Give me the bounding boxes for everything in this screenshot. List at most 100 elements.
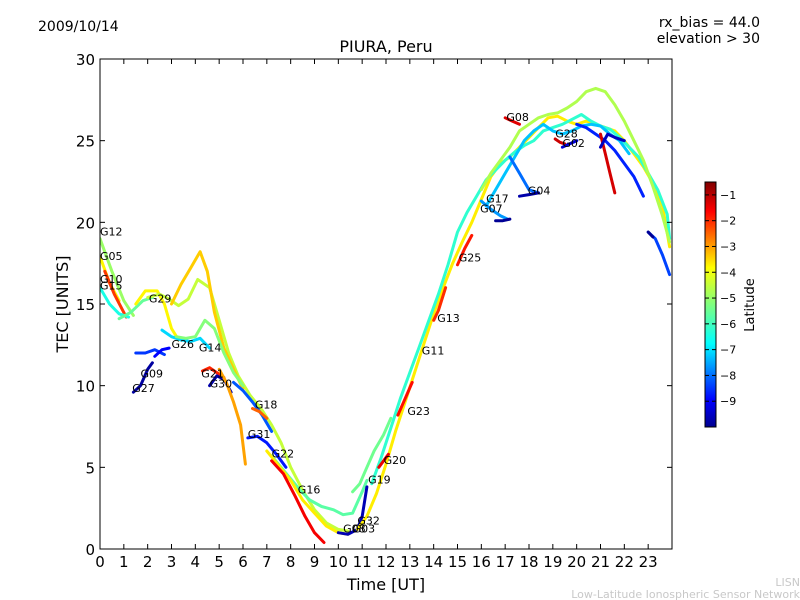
x-tick-label: 23 xyxy=(639,553,658,571)
colorbar-tick-label: −4 xyxy=(720,266,736,279)
satellite-label: G05 xyxy=(100,250,123,263)
tec-track-7 xyxy=(170,250,245,391)
satellite-label: G15 xyxy=(100,279,123,292)
tec-track-17 xyxy=(251,407,269,420)
satellite-label: G31 xyxy=(248,428,271,441)
tec-track-23 xyxy=(351,416,393,494)
tec-track-12 xyxy=(153,346,171,358)
satellite-label: G07 xyxy=(480,203,503,216)
y-tick-label: 25 xyxy=(76,133,95,151)
y-axis-ticks: 0 5 10 15 20 25 30 xyxy=(76,51,672,559)
credit-network: Low-Latitude Ionospheric Sensor Network xyxy=(571,588,800,600)
x-axis-label: Time [UT] xyxy=(346,575,425,594)
satellite-label: G26 xyxy=(172,338,195,351)
tec-track-18 xyxy=(246,434,288,469)
x-tick-label: 22 xyxy=(615,553,634,571)
x-tick-label: 14 xyxy=(424,553,443,571)
tec-track-43 xyxy=(456,233,474,267)
tec-track-29 xyxy=(518,191,540,198)
x-tick-label: 12 xyxy=(376,553,395,571)
x-tick-label: 4 xyxy=(191,553,201,571)
y-tick-label: 15 xyxy=(76,296,95,314)
satellite-label: G03 xyxy=(353,523,376,536)
satellite-label: G10 xyxy=(100,273,123,286)
chart-title: PIURA, Peru xyxy=(339,37,432,56)
x-tick-label: 11 xyxy=(353,553,372,571)
tec-track-31 xyxy=(494,217,512,223)
tec-track-2 xyxy=(100,237,135,317)
tec-track-28 xyxy=(508,155,540,195)
tec-track-8 xyxy=(160,328,212,350)
y-axis-label: TEC [UNITS] xyxy=(53,256,72,354)
y-tick-label: 10 xyxy=(76,378,95,396)
x-tick-label: 7 xyxy=(262,553,272,571)
x-tick-label: 6 xyxy=(238,553,248,571)
satellite-label: G12 xyxy=(100,225,123,238)
satellite-label: G14 xyxy=(199,341,222,354)
colorbar-tick-label: −8 xyxy=(720,369,736,382)
tec-track-34 xyxy=(560,139,579,149)
tec-series-layer xyxy=(100,86,672,544)
tec-track-25 xyxy=(370,113,672,486)
x-tick-label: 8 xyxy=(286,553,296,571)
x-tick-label: 5 xyxy=(214,553,224,571)
x-tick-label: 15 xyxy=(448,553,467,571)
tec-track-30 xyxy=(479,199,510,221)
satellite-label: G11 xyxy=(422,345,445,358)
x-tick-label: 18 xyxy=(519,553,538,571)
satellite-label: G23 xyxy=(407,405,430,418)
colorbar-ticks: −1 −2 −3 −4 −5 −6 −7 −8 −9 xyxy=(705,189,736,408)
x-tick-label: 20 xyxy=(567,553,586,571)
satellite-label: G30 xyxy=(210,377,233,390)
y-tick-label: 5 xyxy=(85,459,95,477)
satellite-label: G17 xyxy=(486,193,509,206)
tec-track-32 xyxy=(503,116,521,126)
tec-track-42 xyxy=(377,452,390,469)
satellite-label: G19 xyxy=(368,474,391,487)
satellite-label: G20 xyxy=(384,454,407,467)
tec-track-11 xyxy=(131,361,154,394)
colorbar-tick-label: −9 xyxy=(720,395,736,408)
tec-track-41 xyxy=(396,380,414,417)
x-tick-label: 9 xyxy=(310,553,320,571)
x-tick-label: 0 xyxy=(95,553,105,571)
rx-bias-label: rx_bias = 44.0 xyxy=(659,15,760,31)
tec-track-37 xyxy=(599,132,626,149)
x-tick-label: 19 xyxy=(543,553,562,571)
satellite-label: G29 xyxy=(149,292,172,305)
date-label: 2009/10/14 xyxy=(38,19,119,35)
colorbar xyxy=(704,181,717,428)
satellite-label: G08 xyxy=(343,523,366,536)
y-tick-label: 20 xyxy=(76,214,95,232)
satellite-label: G09 xyxy=(141,368,164,381)
x-tick-label: 13 xyxy=(400,553,419,571)
satellite-label: G22 xyxy=(272,448,295,461)
satellite-label: G32 xyxy=(357,515,380,528)
tec-track-26 xyxy=(479,86,672,244)
x-tick-label: 21 xyxy=(591,553,610,571)
tec-track-13 xyxy=(201,366,226,379)
tec-track-15 xyxy=(217,367,247,466)
colorbar-tick-label: −2 xyxy=(720,215,736,228)
colorbar-tick-label: −7 xyxy=(720,344,736,357)
x-tick-label: 2 xyxy=(143,553,153,571)
satellite-label: G16 xyxy=(298,484,321,497)
colorbar-tick-label: −3 xyxy=(720,240,736,253)
satellite-label: G25 xyxy=(459,252,482,265)
satellite-label: G28 xyxy=(555,127,578,140)
y-tick-label: 30 xyxy=(76,51,95,69)
tec-track-39 xyxy=(646,230,655,239)
x-tick-label: 17 xyxy=(496,553,515,571)
x-axis-ticks: 0 1 2 3 4 5 6 7 8 9 10 11 12 13 14 15 16 17 18 19 20 21 22 23 xyxy=(95,59,658,571)
satellite-label: G27 xyxy=(132,382,155,395)
x-tick-label: 1 xyxy=(119,553,129,571)
colorbar-tick-label: −5 xyxy=(720,292,736,305)
y-tick-label: 0 xyxy=(85,541,95,559)
tec-track-16 xyxy=(232,380,274,433)
tec-track-5 xyxy=(134,289,181,342)
tec-track-20 xyxy=(265,449,350,536)
colorbar-tick-label: −1 xyxy=(720,189,736,202)
satellite-label: G08 xyxy=(506,111,529,124)
